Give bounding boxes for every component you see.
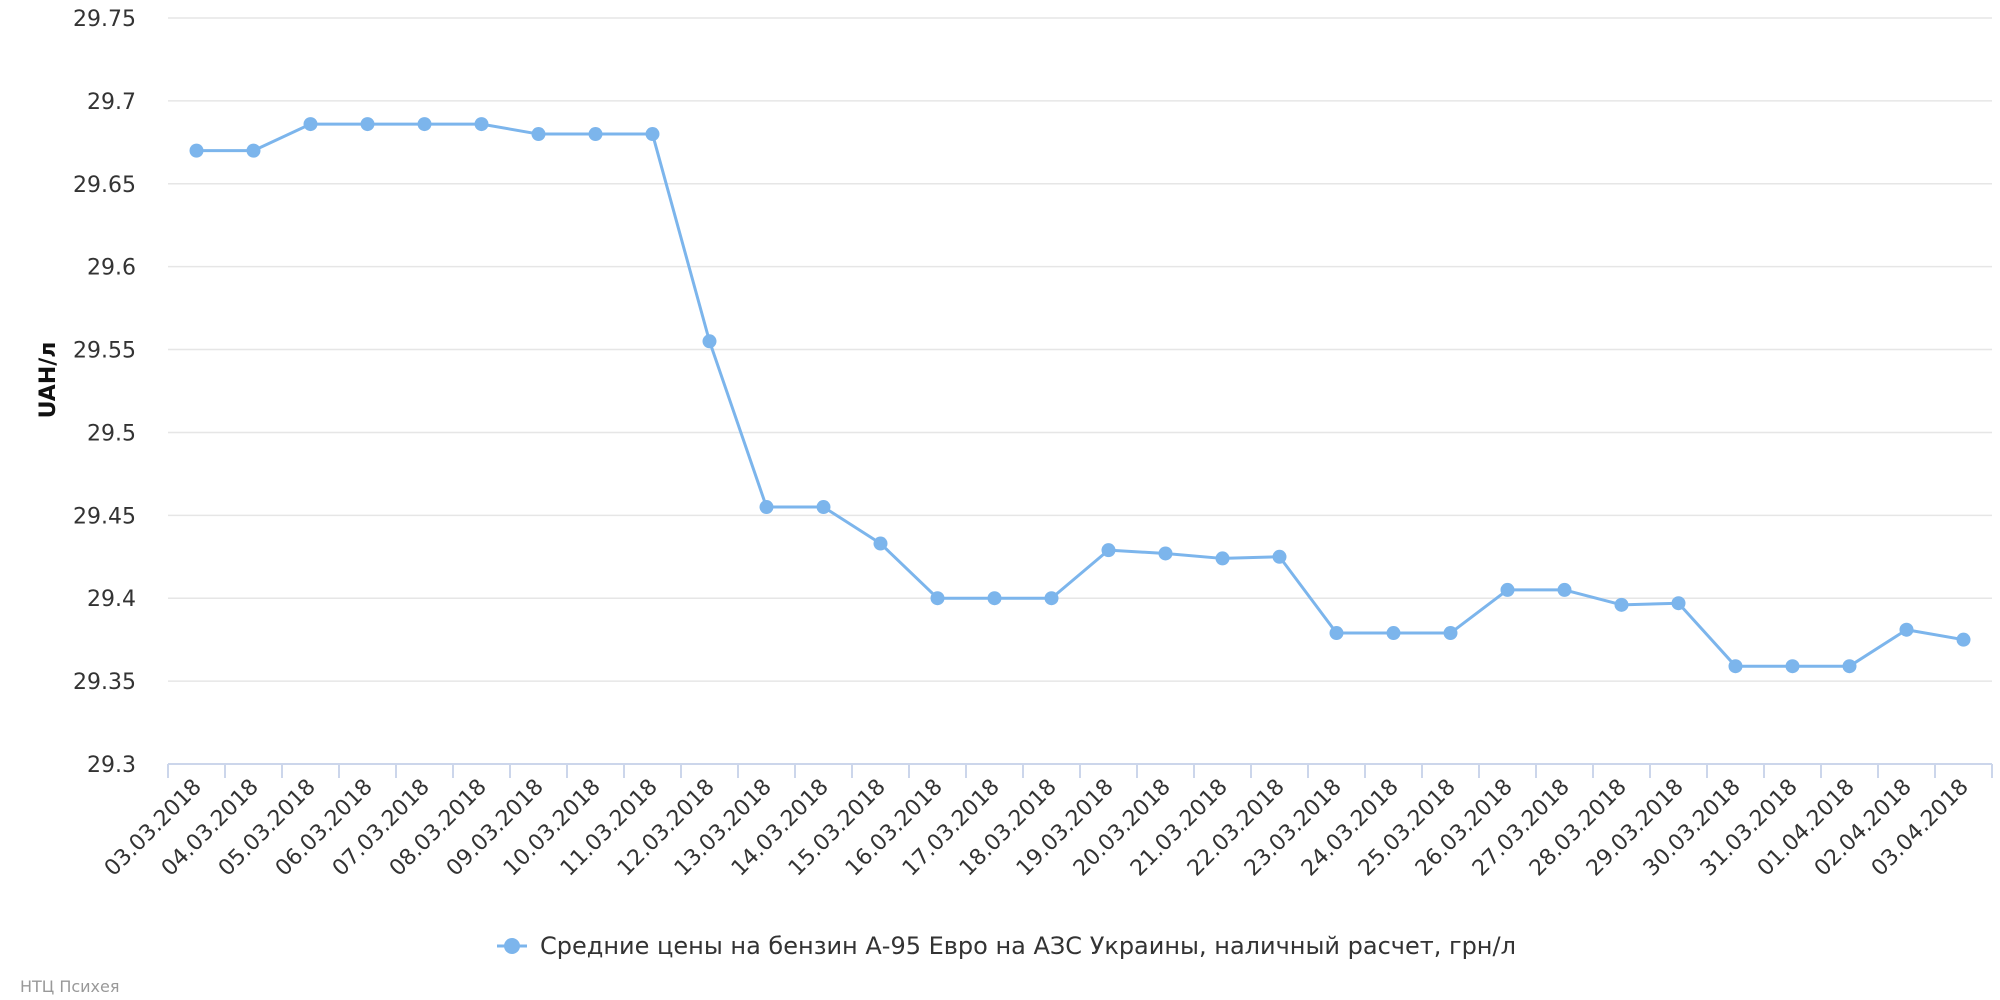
y-tick-label: 29.45 [73, 504, 136, 529]
data-point[interactable] [873, 536, 888, 551]
data-point[interactable] [1101, 543, 1116, 558]
data-point[interactable] [474, 117, 489, 132]
y-tick-label: 29.65 [73, 173, 136, 198]
data-point[interactable] [588, 127, 603, 142]
data-point[interactable] [1386, 626, 1401, 641]
y-tick-label: 29.6 [87, 256, 136, 281]
legend[interactable]: Средние цены на бензин А-95 Евро на АЗС … [497, 932, 1516, 960]
data-point[interactable] [759, 500, 774, 515]
x-axis: 03.03.201804.03.201805.03.201806.03.2018… [100, 763, 1993, 882]
data-point[interactable] [1956, 632, 1971, 647]
data-point[interactable] [1500, 582, 1515, 597]
data-point[interactable] [1329, 626, 1344, 641]
data-point[interactable] [246, 143, 261, 158]
data-point[interactable] [702, 334, 717, 349]
y-axis-ticks: 29.3 29.35 29.4 29.45 29.5 29.55 29.6 29.65 29.7… [73, 7, 136, 778]
data-point[interactable] [1158, 546, 1173, 561]
y-tick-label: 29.55 [73, 339, 136, 364]
data-point[interactable] [816, 500, 831, 515]
data-point[interactable] [1443, 626, 1458, 641]
data-point[interactable] [1272, 549, 1287, 564]
legend-label[interactable]: Средние цены на бензин А-95 Евро на АЗС … [540, 932, 1516, 960]
data-point[interactable] [1215, 551, 1230, 566]
data-point[interactable] [1785, 659, 1800, 674]
y-tick-label: 29.35 [73, 670, 136, 695]
data-point[interactable] [1557, 582, 1572, 597]
y-tick-label: 29.3 [87, 753, 136, 778]
data-point[interactable] [531, 127, 546, 142]
credit-text[interactable]: НТЦ Психея [20, 977, 120, 996]
y-tick-label: 29.7 [87, 90, 136, 115]
data-point[interactable] [1842, 659, 1857, 674]
y-tick-label: 29.4 [87, 587, 136, 612]
data-point[interactable] [987, 591, 1002, 606]
gridlines [168, 17, 1992, 765]
y-axis-label: UAH/л [36, 342, 61, 419]
data-point[interactable] [360, 117, 375, 132]
data-point[interactable] [417, 117, 432, 132]
series-group [189, 117, 1971, 674]
data-point[interactable] [645, 127, 660, 142]
legend-dot-marker [504, 938, 520, 954]
data-point[interactable] [1899, 622, 1914, 637]
data-point[interactable] [1728, 659, 1743, 674]
data-point[interactable] [930, 591, 945, 606]
series-line [196, 122, 1964, 668]
data-point[interactable] [189, 143, 204, 158]
y-tick-label: 29.5 [87, 421, 136, 446]
data-point[interactable] [1671, 596, 1686, 611]
data-point[interactable] [1044, 591, 1059, 606]
x-tick-label: 03.03.2018 [100, 775, 207, 882]
y-tick-label: 29.75 [73, 7, 136, 32]
data-point[interactable] [303, 117, 318, 132]
data-point[interactable] [1614, 597, 1629, 612]
